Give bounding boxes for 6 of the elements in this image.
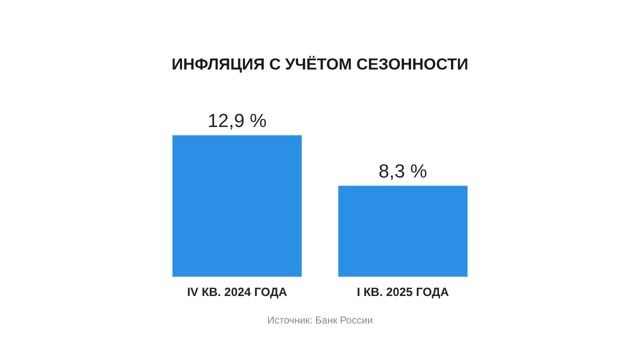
x-tick-label: I КВ. 2025 ГОДА xyxy=(356,285,450,300)
x-tick-label: IV КВ. 2024 ГОДА xyxy=(187,285,288,300)
text: Источник: Банк России xyxy=(267,316,373,327)
data-label: 8,3 % xyxy=(378,162,428,183)
data-label: 12,9 % xyxy=(208,111,267,132)
chart-title: ИНФЛЯЦИЯ С УЧЁТОМ СЕЗОННОСТИ xyxy=(172,55,468,74)
